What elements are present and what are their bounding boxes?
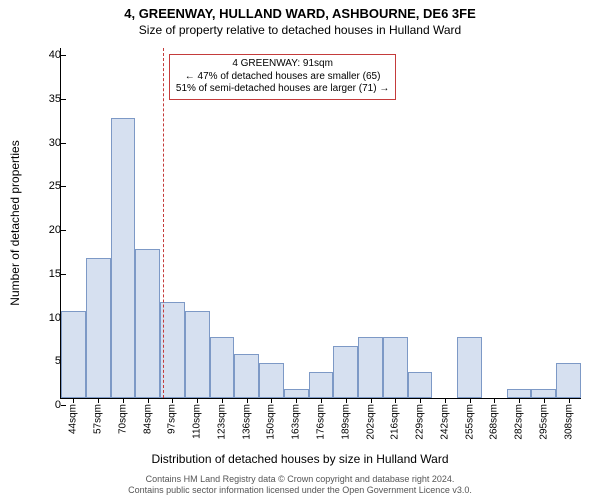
y-tick: 25 <box>31 180 61 192</box>
x-tick-label: 308sqm <box>563 404 574 440</box>
x-tick-label: 84sqm <box>142 404 153 434</box>
x-tick-mark <box>346 398 347 403</box>
histogram-bar <box>210 337 235 398</box>
histogram-bar <box>185 311 210 399</box>
x-tick-mark <box>321 398 322 403</box>
y-tick: 10 <box>31 312 61 324</box>
histogram-bar <box>284 389 309 398</box>
chart-title: 4, GREENWAY, HULLAND WARD, ASHBOURNE, DE… <box>0 6 600 21</box>
histogram-bar <box>408 372 433 398</box>
histogram-bar <box>333 346 358 399</box>
credits-line-1: Contains HM Land Registry data © Crown c… <box>8 474 592 485</box>
x-tick-label: 255sqm <box>464 404 475 440</box>
credits-text: Contains HM Land Registry data © Crown c… <box>8 474 592 497</box>
histogram-bar <box>234 354 259 398</box>
x-tick-mark <box>73 398 74 403</box>
x-tick-mark <box>222 398 223 403</box>
x-tick-mark <box>197 398 198 403</box>
x-tick-mark <box>569 398 570 403</box>
x-tick-mark <box>470 398 471 403</box>
x-tick-mark <box>296 398 297 403</box>
x-tick-label: 189sqm <box>340 404 351 440</box>
annotation-line-1: 4 GREENWAY: 91sqm <box>176 58 389 71</box>
subject-marker-line <box>163 48 164 398</box>
histogram-bar <box>135 249 160 398</box>
y-tick: 15 <box>31 268 61 280</box>
x-tick-mark <box>123 398 124 403</box>
x-tick-mark <box>371 398 372 403</box>
histogram-bar <box>383 337 408 398</box>
x-tick-label: 97sqm <box>167 404 178 434</box>
histogram-bar <box>259 363 284 398</box>
y-tick: 40 <box>31 49 61 61</box>
histogram-bar <box>507 389 532 398</box>
x-tick-mark <box>519 398 520 403</box>
y-tick: 5 <box>31 355 61 367</box>
x-tick-mark <box>544 398 545 403</box>
x-tick-label: 295sqm <box>538 404 549 440</box>
histogram-bar <box>86 258 111 398</box>
plot-area: 051015202530354044sqm57sqm70sqm84sqm97sq… <box>60 48 581 399</box>
histogram-bar <box>531 389 556 398</box>
x-tick-label: 242sqm <box>439 404 450 440</box>
x-tick-label: 202sqm <box>365 404 376 440</box>
x-tick-mark <box>395 398 396 403</box>
histogram-chart: 4, GREENWAY, HULLAND WARD, ASHBOURNE, DE… <box>0 0 600 500</box>
x-tick-label: 123sqm <box>216 404 227 440</box>
x-tick-mark <box>420 398 421 403</box>
x-tick-mark <box>148 398 149 403</box>
annotation-box: 4 GREENWAY: 91sqm← 47% of detached house… <box>169 54 396 100</box>
x-tick-label: 57sqm <box>93 404 104 434</box>
chart-titles: 4, GREENWAY, HULLAND WARD, ASHBOURNE, DE… <box>0 6 600 37</box>
x-tick-mark <box>271 398 272 403</box>
histogram-bar <box>358 337 383 398</box>
x-tick-label: 163sqm <box>291 404 302 440</box>
y-tick: 30 <box>31 137 61 149</box>
y-tick: 35 <box>31 93 61 105</box>
y-tick: 20 <box>31 224 61 236</box>
x-tick-label: 268sqm <box>489 404 500 440</box>
x-tick-label: 216sqm <box>390 404 401 440</box>
x-axis-label: Distribution of detached houses by size … <box>0 452 600 466</box>
x-tick-label: 229sqm <box>415 404 426 440</box>
x-tick-mark <box>494 398 495 403</box>
x-tick-label: 150sqm <box>266 404 277 440</box>
x-tick-mark <box>247 398 248 403</box>
histogram-bar <box>61 311 86 399</box>
x-tick-mark <box>172 398 173 403</box>
x-tick-label: 176sqm <box>316 404 327 440</box>
x-tick-label: 136sqm <box>241 404 252 440</box>
histogram-bar <box>556 363 581 398</box>
histogram-bar <box>111 118 136 398</box>
x-tick-label: 70sqm <box>117 404 128 434</box>
x-tick-mark <box>445 398 446 403</box>
x-tick-label: 44sqm <box>68 404 79 434</box>
x-tick-label: 110sqm <box>192 404 203 439</box>
x-tick-mark <box>98 398 99 403</box>
histogram-bar <box>457 337 482 398</box>
chart-subtitle: Size of property relative to detached ho… <box>0 23 600 37</box>
histogram-bar <box>309 372 334 398</box>
x-tick-label: 282sqm <box>514 404 525 440</box>
y-axis-label: Number of detached properties <box>8 48 24 398</box>
annotation-line-2: ← 47% of detached houses are smaller (65… <box>176 71 389 84</box>
credits-line-2: Contains public sector information licen… <box>8 485 592 496</box>
annotation-line-3: 51% of semi-detached houses are larger (… <box>176 83 389 96</box>
y-tick: 0 <box>31 399 61 411</box>
